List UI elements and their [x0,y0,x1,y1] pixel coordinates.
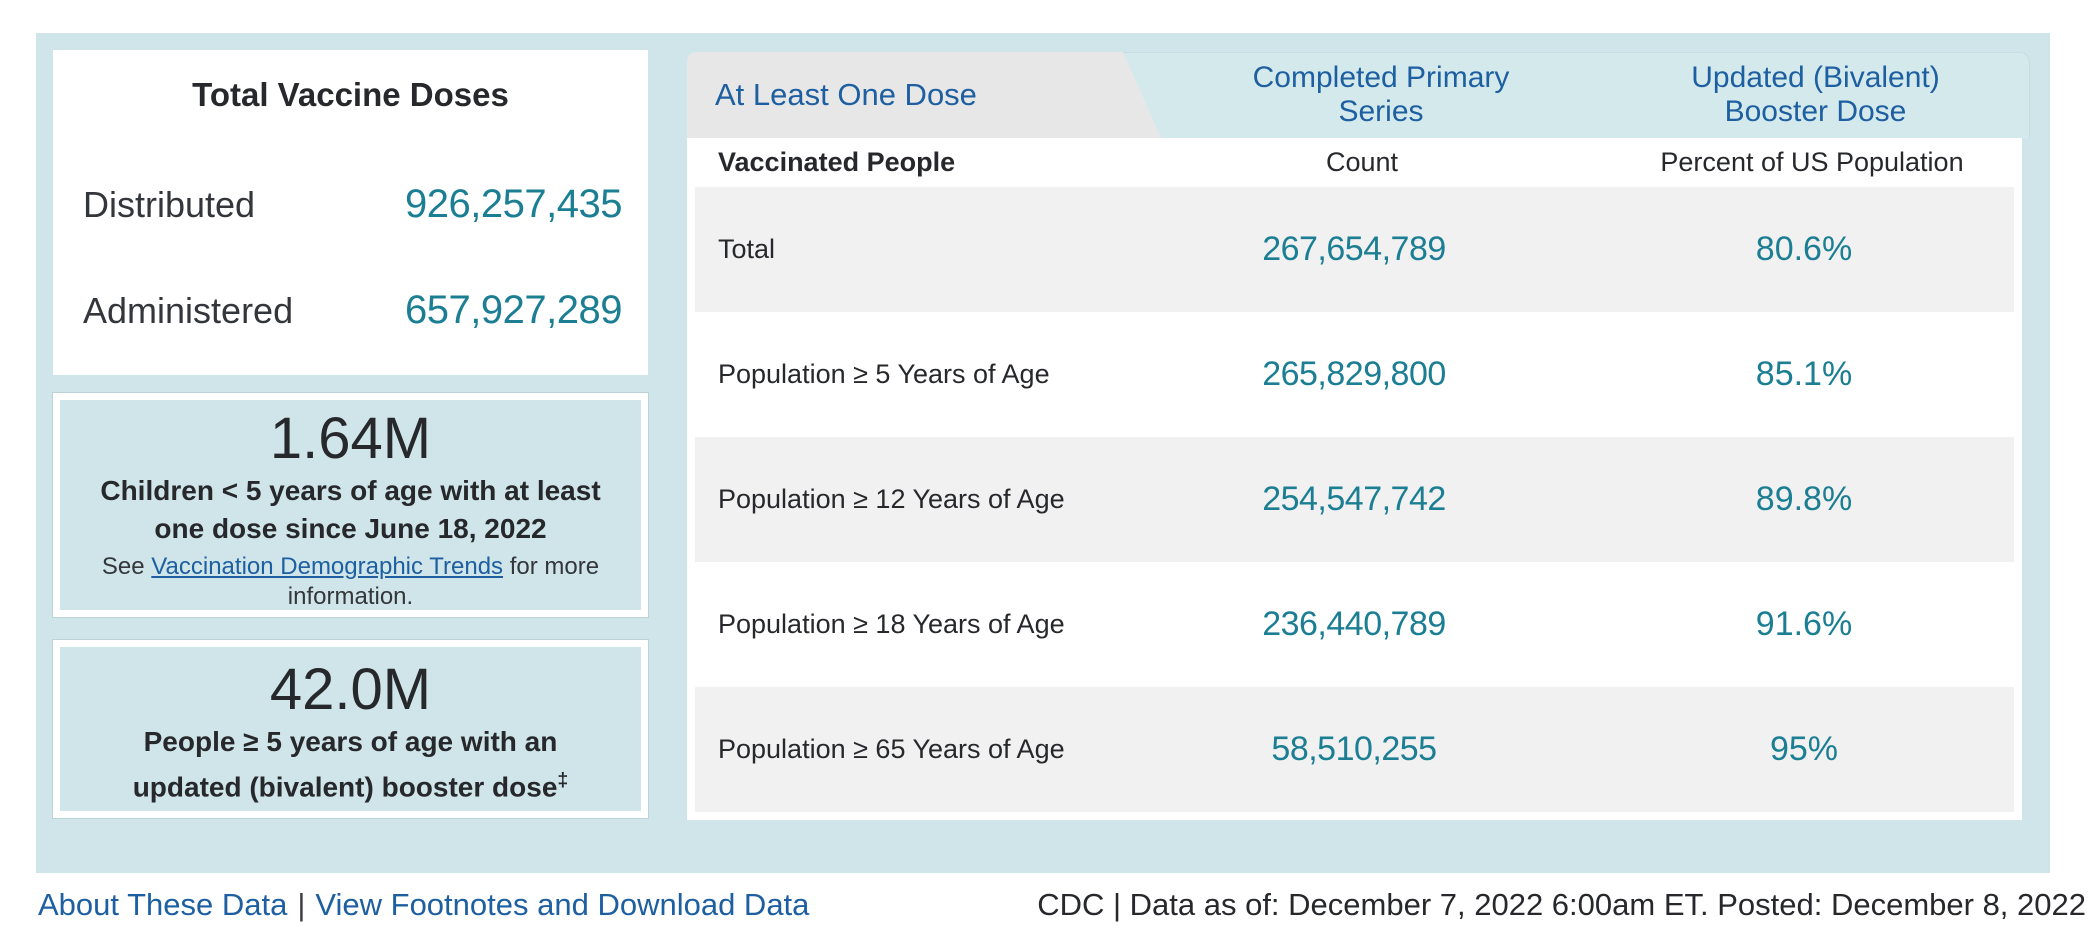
booster-dose-headline: People ≥ 5 years of age with an updated … [132,726,569,803]
vaccination-dashboard-panel: Total Vaccine Doses Distributed 926,257,… [36,33,2050,873]
booster-dose-value: 42.0M [269,657,432,722]
administered-row: Administered 657,927,289 [83,288,622,344]
tab-at-least-one-dose[interactable]: At Least One Dose [687,52,1161,138]
active-tab-shape [687,52,1161,138]
footer: About These Data | View Footnotes and Down… [0,873,2096,950]
table-row: Total 267,654,789 80.6% [695,187,2014,312]
table-body: Total 267,654,789 80.6% Population ≥ 5 Y… [695,187,2014,812]
vaccinated-people-table: Vaccinated People Count Percent of US Po… [687,138,2022,820]
footnote-marker: ‡ [557,769,569,791]
view-footnotes-download-link[interactable]: View Footnotes and Download Data [315,887,810,922]
children-one-dose-card: 1.64M Children < 5 years of age with at … [53,393,648,617]
footer-links: About These Data | View Footnotes and Down… [38,887,809,923]
distributed-row: Distributed 926,257,435 [83,182,622,238]
table-row: Population ≥ 18 Years of Age 236,440,789… [718,605,1853,643]
tab-updated-bivalent-booster-dose[interactable]: Updated (Bivalent) Booster Dose [1691,61,1940,128]
table-row: Population ≥ 5 Years of Age 265,829,800 … [718,355,1853,393]
footer-source-line: CDC | Data as of: December 7, 2022 6:00a… [1037,887,2086,922]
children-one-dose-note: See Vaccination Demographic Trends for m… [101,553,600,610]
col-percent-us-population: Percent of US Population [1660,147,1964,177]
administered-label: Administered [83,290,294,331]
children-one-dose-value: 1.64M [269,406,432,471]
tab-completed-primary-series[interactable]: Completed Primary Series [1252,61,1510,128]
table-row: Population ≥ 65 Years of Age 58,510,255 … [695,687,2014,812]
children-one-dose-headline: Children < 5 years of age with at least … [100,475,601,544]
col-vaccinated-people: Vaccinated People [718,147,956,177]
total-vaccine-doses-title: Total Vaccine Doses [192,76,509,113]
booster-dose-card: 42.0M People ≥ 5 years of age with an up… [53,640,648,818]
table-header: Vaccinated People Count Percent of US Po… [687,138,2022,187]
tab-at-least-one-dose-label: At Least One Dose [715,77,977,112]
vaccination-demographic-trends-link[interactable]: Vaccination Demographic Trends [151,553,504,580]
footer-separator: | [297,887,306,922]
distributed-label: Distributed [83,184,256,225]
administered-value: 657,927,289 [405,288,622,332]
total-vaccine-doses-card: Total Vaccine Doses Distributed 926,257,… [53,50,648,375]
distributed-value: 926,257,435 [405,182,622,226]
about-these-data-link[interactable]: About These Data [38,887,288,922]
table-row: Population ≥ 12 Years of Age 254,547,742… [695,437,2014,562]
col-count: Count [1325,147,1399,177]
